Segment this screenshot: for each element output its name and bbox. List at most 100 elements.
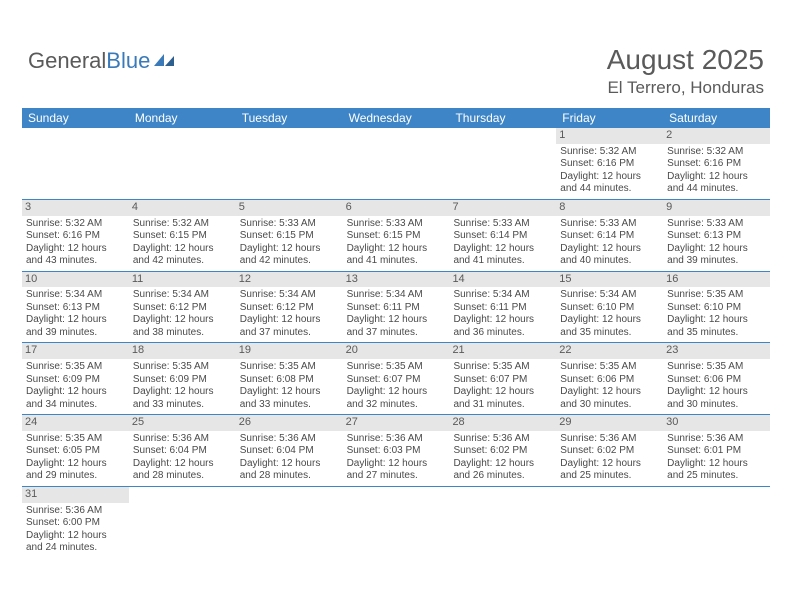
calendar-cell: 30Sunrise: 5:36 AMSunset: 6:01 PMDayligh… <box>663 415 770 487</box>
cell-line: Daylight: 12 hours <box>560 458 659 471</box>
cell-line: Daylight: 12 hours <box>667 314 766 327</box>
calendar-cell <box>449 128 556 200</box>
cell-line: Daylight: 12 hours <box>26 530 125 543</box>
cell-line: Sunrise: 5:36 AM <box>667 433 766 446</box>
cell-line: Sunset: 6:09 PM <box>133 374 232 387</box>
day-number: 7 <box>449 200 556 216</box>
day-number: 25 <box>129 415 236 431</box>
cell-line: and 28 minutes. <box>133 470 232 483</box>
day-number: 3 <box>22 200 129 216</box>
day-header: Wednesday <box>343 108 450 128</box>
day-number: 6 <box>343 200 450 216</box>
cell-line: Daylight: 12 hours <box>240 458 339 471</box>
cell-line: Daylight: 12 hours <box>453 386 552 399</box>
day-number: 20 <box>343 343 450 359</box>
calendar-cell: 2Sunrise: 5:32 AMSunset: 6:16 PMDaylight… <box>663 128 770 200</box>
cell-line: Sunrise: 5:35 AM <box>26 361 125 374</box>
calendar-cell: 23Sunrise: 5:35 AMSunset: 6:06 PMDayligh… <box>663 343 770 415</box>
cell-line: and 31 minutes. <box>453 399 552 412</box>
cell-line: and 30 minutes. <box>667 399 766 412</box>
day-header: Tuesday <box>236 108 343 128</box>
week-row: 3Sunrise: 5:32 AMSunset: 6:16 PMDaylight… <box>22 200 770 272</box>
cell-line: Sunset: 6:03 PM <box>347 445 446 458</box>
logo: General Blue <box>28 48 176 74</box>
day-number: 4 <box>129 200 236 216</box>
cell-line: Sunrise: 5:34 AM <box>560 289 659 302</box>
calendar-cell: 9Sunrise: 5:33 AMSunset: 6:13 PMDaylight… <box>663 200 770 272</box>
cell-line: Sunset: 6:07 PM <box>347 374 446 387</box>
calendar-cell: 24Sunrise: 5:35 AMSunset: 6:05 PMDayligh… <box>22 415 129 487</box>
calendar: Sunday Monday Tuesday Wednesday Thursday… <box>22 108 770 558</box>
cell-line: and 33 minutes. <box>240 399 339 412</box>
header-right: August 2025 El Terrero, Honduras <box>607 44 764 98</box>
cell-line: Sunrise: 5:33 AM <box>240 218 339 231</box>
cell-line: Sunset: 6:14 PM <box>560 230 659 243</box>
cell-line: Sunset: 6:16 PM <box>667 158 766 171</box>
cell-line: and 39 minutes. <box>667 255 766 268</box>
cell-line: Sunrise: 5:35 AM <box>667 289 766 302</box>
cell-line: and 29 minutes. <box>26 470 125 483</box>
cell-line: Daylight: 12 hours <box>133 386 232 399</box>
week-row: 17Sunrise: 5:35 AMSunset: 6:09 PMDayligh… <box>22 343 770 415</box>
cell-line: and 41 minutes. <box>347 255 446 268</box>
cell-line: Daylight: 12 hours <box>453 458 552 471</box>
cell-line: Sunset: 6:04 PM <box>240 445 339 458</box>
cell-line: Sunset: 6:16 PM <box>560 158 659 171</box>
cell-line: and 36 minutes. <box>453 327 552 340</box>
cell-line: Daylight: 12 hours <box>347 386 446 399</box>
cell-line: Daylight: 12 hours <box>133 243 232 256</box>
cell-line: Daylight: 12 hours <box>240 386 339 399</box>
location: El Terrero, Honduras <box>607 78 764 98</box>
calendar-cell: 8Sunrise: 5:33 AMSunset: 6:14 PMDaylight… <box>556 200 663 272</box>
calendar-cell: 28Sunrise: 5:36 AMSunset: 6:02 PMDayligh… <box>449 415 556 487</box>
cell-line: Sunset: 6:01 PM <box>667 445 766 458</box>
cell-line: and 34 minutes. <box>26 399 125 412</box>
cell-line: Sunset: 6:11 PM <box>347 302 446 315</box>
day-number: 10 <box>22 272 129 288</box>
cell-line: Sunset: 6:07 PM <box>453 374 552 387</box>
cell-line: Daylight: 12 hours <box>667 386 766 399</box>
day-number: 12 <box>236 272 343 288</box>
cell-line: Daylight: 12 hours <box>133 458 232 471</box>
cell-line: and 35 minutes. <box>560 327 659 340</box>
calendar-cell <box>129 128 236 200</box>
calendar-cell: 15Sunrise: 5:34 AMSunset: 6:10 PMDayligh… <box>556 272 663 344</box>
day-number: 27 <box>343 415 450 431</box>
day-number: 5 <box>236 200 343 216</box>
calendar-cell <box>236 128 343 200</box>
calendar-cell: 20Sunrise: 5:35 AMSunset: 6:07 PMDayligh… <box>343 343 450 415</box>
cell-line: and 33 minutes. <box>133 399 232 412</box>
cell-line: Sunset: 6:06 PM <box>667 374 766 387</box>
cell-line: Sunrise: 5:33 AM <box>347 218 446 231</box>
cell-line: Sunset: 6:05 PM <box>26 445 125 458</box>
cell-line: and 41 minutes. <box>453 255 552 268</box>
day-number: 11 <box>129 272 236 288</box>
day-number: 2 <box>663 128 770 144</box>
cell-line: and 43 minutes. <box>26 255 125 268</box>
day-number: 13 <box>343 272 450 288</box>
cell-line: Sunset: 6:12 PM <box>240 302 339 315</box>
day-number: 18 <box>129 343 236 359</box>
day-header: Thursday <box>449 108 556 128</box>
cell-line: Sunrise: 5:36 AM <box>26 505 125 518</box>
calendar-cell: 6Sunrise: 5:33 AMSunset: 6:15 PMDaylight… <box>343 200 450 272</box>
cell-line: Sunset: 6:15 PM <box>347 230 446 243</box>
cell-line: Sunrise: 5:34 AM <box>453 289 552 302</box>
calendar-cell: 27Sunrise: 5:36 AMSunset: 6:03 PMDayligh… <box>343 415 450 487</box>
cell-line: Daylight: 12 hours <box>453 314 552 327</box>
cell-line: Daylight: 12 hours <box>26 314 125 327</box>
cell-line: and 44 minutes. <box>667 183 766 196</box>
cell-line: Daylight: 12 hours <box>667 458 766 471</box>
calendar-cell: 10Sunrise: 5:34 AMSunset: 6:13 PMDayligh… <box>22 272 129 344</box>
calendar-cell: 5Sunrise: 5:33 AMSunset: 6:15 PMDaylight… <box>236 200 343 272</box>
cell-line: Sunset: 6:14 PM <box>453 230 552 243</box>
calendar-cell: 29Sunrise: 5:36 AMSunset: 6:02 PMDayligh… <box>556 415 663 487</box>
day-number: 17 <box>22 343 129 359</box>
cell-line: Sunrise: 5:35 AM <box>560 361 659 374</box>
cell-line: and 24 minutes. <box>26 542 125 555</box>
cell-line: and 37 minutes. <box>240 327 339 340</box>
cell-line: Sunrise: 5:35 AM <box>240 361 339 374</box>
cell-line: Sunrise: 5:33 AM <box>453 218 552 231</box>
cell-line: Sunset: 6:02 PM <box>560 445 659 458</box>
cell-line: Daylight: 12 hours <box>133 314 232 327</box>
